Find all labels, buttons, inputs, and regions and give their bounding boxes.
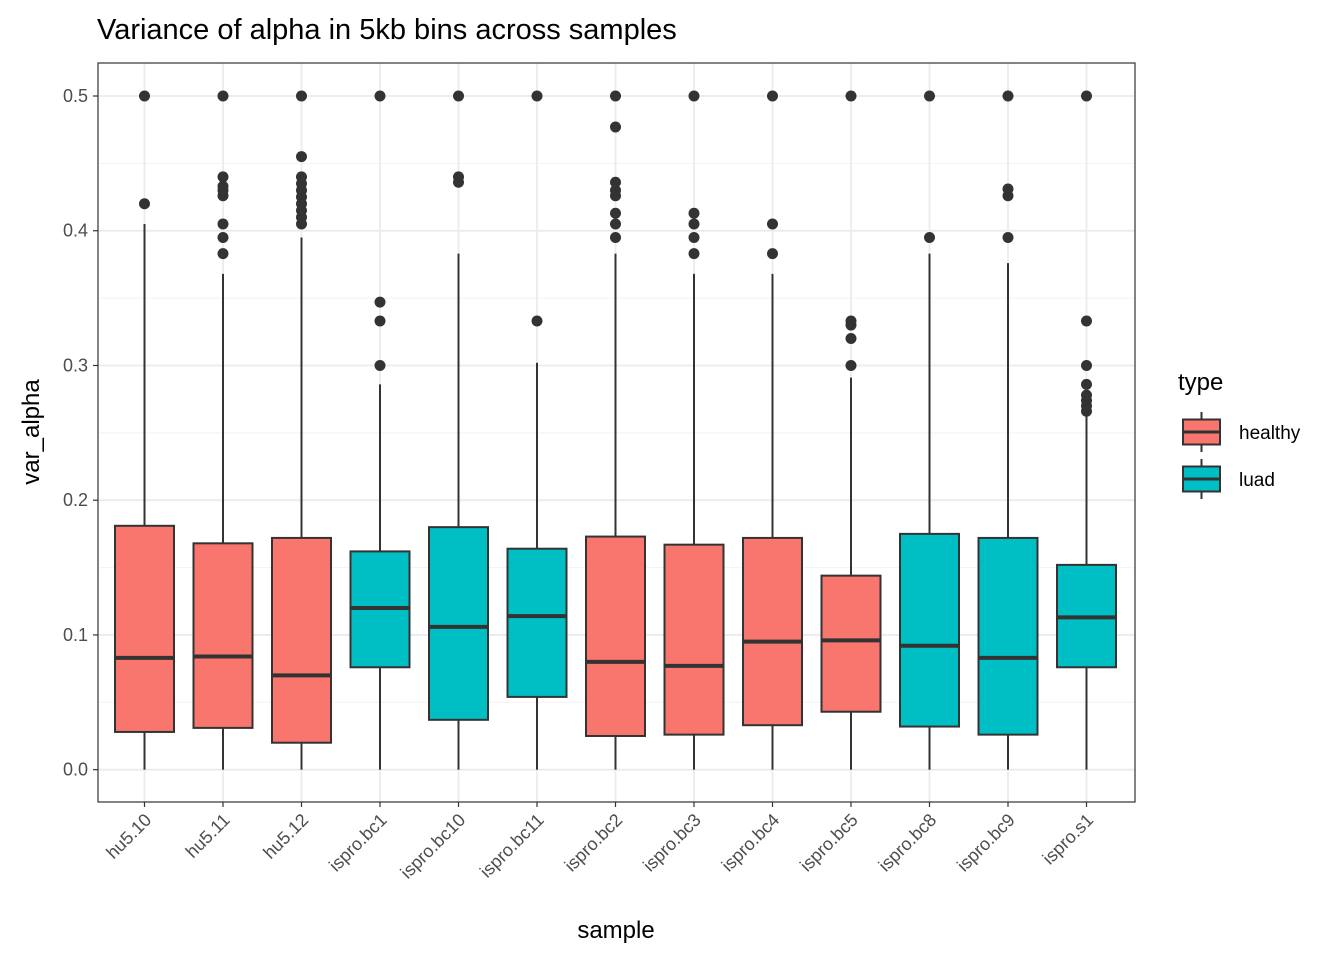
- outlier-point: [374, 359, 386, 371]
- box-ispro.bc2: [585, 90, 646, 770]
- boxes-layer: [114, 90, 1117, 770]
- box-iqr: [663, 543, 725, 736]
- y-tick-label: 0.1: [63, 625, 88, 645]
- outlier-point: [217, 90, 229, 102]
- box-iqr: [506, 547, 568, 698]
- outlier-point: [688, 231, 700, 243]
- outlier-point: [1081, 389, 1092, 401]
- outlier-point: [610, 90, 621, 102]
- box-ispro.bc8: [899, 90, 960, 770]
- y-tick-label: 0.0: [63, 760, 88, 780]
- outlier-point: [845, 333, 857, 345]
- outlier-point: [610, 231, 621, 243]
- legend: type healthy luad: [1178, 369, 1301, 499]
- legend-label: luad: [1239, 470, 1275, 491]
- outlier-point: [217, 218, 229, 230]
- outlier-point: [845, 90, 857, 102]
- outlier-point: [139, 198, 150, 210]
- y-axis-title: var_alpha: [18, 379, 45, 485]
- outlier-point: [1081, 315, 1092, 327]
- box-ispro.bc11: [506, 90, 568, 770]
- outlier-point: [374, 90, 386, 102]
- outlier-point: [924, 231, 935, 243]
- box-iqr: [585, 535, 646, 737]
- outlier-point: [296, 151, 307, 163]
- outlier-point: [1081, 359, 1092, 371]
- outlier-point: [374, 296, 386, 308]
- legend-item-healthy: healthy: [1182, 412, 1301, 452]
- outlier-point: [767, 218, 778, 230]
- outlier-point: [845, 359, 857, 371]
- outlier-point: [453, 90, 464, 102]
- legend-title: type: [1178, 369, 1223, 396]
- outlier-point: [767, 248, 778, 260]
- outlier-point: [374, 315, 386, 327]
- y-tick-label: 0.3: [63, 355, 88, 375]
- box-iqr: [192, 542, 254, 729]
- chart-title: Variance of alpha in 5kb bins across sam…: [97, 14, 677, 46]
- outlier-point: [688, 90, 700, 102]
- box-iqr: [742, 536, 803, 727]
- box-ispro.bc9: [977, 90, 1039, 770]
- outlier-point: [1002, 90, 1014, 102]
- box-ispro.s1: [1056, 90, 1117, 770]
- box-iqr: [899, 532, 960, 728]
- y-tick-label: 0.4: [63, 221, 88, 241]
- box-ispro.bc4: [742, 90, 803, 770]
- outlier-point: [1002, 231, 1014, 243]
- outlier-point: [610, 184, 621, 196]
- outlier-point: [217, 171, 229, 183]
- box-ispro.bc1: [349, 90, 411, 770]
- outlier-point: [1081, 378, 1092, 390]
- box-hu5.11: [192, 90, 254, 770]
- plot-panel-border: [97, 62, 1136, 803]
- legend-item-luad: luad: [1182, 459, 1275, 499]
- y-tick-label: 0.5: [63, 86, 88, 106]
- outlier-point: [610, 121, 621, 133]
- box-iqr: [428, 526, 489, 721]
- outlier-point: [296, 90, 307, 102]
- outlier-point: [924, 90, 935, 102]
- box-ispro.bc3: [663, 90, 725, 770]
- outlier-point: [296, 171, 307, 183]
- box-iqr: [820, 574, 882, 713]
- box-ispro.bc10: [428, 90, 489, 770]
- outlier-point: [845, 315, 857, 327]
- outlier-point: [688, 207, 700, 219]
- outlier-point: [531, 315, 543, 327]
- y-axis: 0.0 0.1 0.2 0.3 0.4 0.5: [63, 86, 98, 780]
- outlier-point: [217, 248, 229, 260]
- outlier-point: [610, 176, 621, 188]
- box-iqr: [271, 536, 332, 744]
- outlier-point: [1081, 90, 1092, 102]
- outlier-point: [610, 218, 621, 230]
- outlier-point: [531, 90, 543, 102]
- outlier-point: [217, 231, 229, 243]
- outlier-point: [610, 207, 621, 219]
- box-hu5.10: [114, 90, 175, 770]
- outlier-point: [139, 90, 150, 102]
- outlier-point: [1002, 183, 1014, 195]
- outlier-point: [767, 90, 778, 102]
- outlier-point: [453, 171, 464, 183]
- box-iqr: [114, 524, 175, 733]
- outlier-point: [217, 180, 229, 192]
- outlier-point: [688, 218, 700, 230]
- outlier-point: [688, 248, 700, 260]
- x-axis-title: sample: [577, 917, 654, 944]
- legend-label: healthy: [1239, 423, 1301, 444]
- box-iqr: [977, 536, 1039, 736]
- box-hu5.12: [271, 90, 332, 770]
- y-tick-label: 0.2: [63, 490, 88, 510]
- box-ispro.bc5: [820, 90, 882, 770]
